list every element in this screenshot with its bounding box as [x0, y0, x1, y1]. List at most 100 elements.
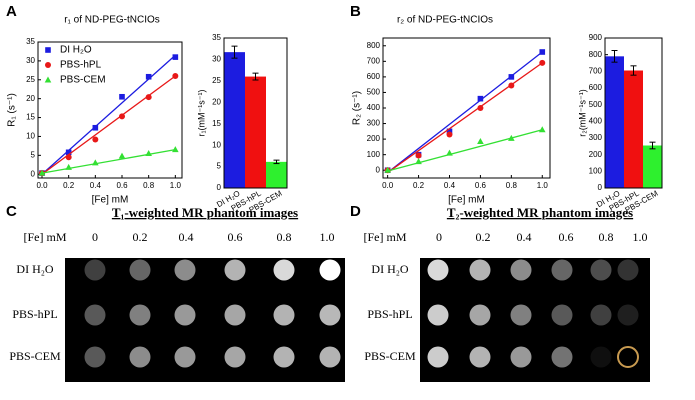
phantom-well [174, 304, 196, 326]
plot-frame [223, 37, 288, 189]
phantom-well [84, 304, 106, 326]
row-label: PBS-hPL [367, 307, 412, 321]
bar [266, 161, 287, 188]
phantom-well [590, 346, 612, 368]
phantom-well [551, 304, 573, 326]
column-label: 0.8 [277, 230, 292, 244]
error-bar [611, 50, 618, 63]
x-tick-label: 0.4 [90, 181, 102, 190]
phantom-well [510, 259, 532, 281]
error-bar [630, 65, 637, 76]
marker [145, 149, 152, 156]
fit-line [41, 75, 176, 175]
phantom-well [129, 304, 151, 326]
marker [92, 136, 99, 143]
y-axis-label: r₂(mM⁻¹s⁻¹) [577, 89, 587, 136]
marker [384, 166, 391, 173]
error-bar [649, 141, 656, 150]
y-axis-label: R₂ (s⁻¹) [352, 91, 363, 125]
legend-label: PBS-hPL [60, 60, 102, 71]
legend-marker [45, 47, 51, 53]
marker [172, 73, 179, 79]
x-tick-label: 0.6 [475, 181, 487, 190]
y-tick-label: 15 [212, 119, 221, 128]
x-axis-label: [Fe] mM [448, 195, 485, 206]
marker [145, 73, 152, 80]
panel-label: A [6, 3, 17, 20]
column-label: 0 [436, 230, 442, 244]
error-bar [273, 159, 280, 165]
x-tick-label: 0.2 [63, 181, 75, 190]
y-tick-label: 400 [589, 116, 603, 125]
marker [446, 149, 453, 156]
y-axis-label: R₁ (s⁻¹) [7, 93, 18, 127]
x-tick-label: 0.0 [36, 181, 48, 190]
y-tick-label: 0 [217, 183, 222, 192]
y-tick-label: 20 [212, 97, 221, 106]
marker [119, 113, 125, 120]
marker [446, 128, 453, 135]
column-label: 0.8 [599, 230, 614, 244]
marker [92, 159, 99, 166]
phantom-well [590, 259, 612, 281]
plot-frame [37, 41, 183, 179]
phantom-well [469, 259, 491, 281]
y-tick-label: 500 [589, 100, 603, 109]
panel-title: T₁-weighted MR phantom images [112, 205, 298, 220]
y-tick-label: 800 [367, 41, 381, 50]
phantom-well [84, 259, 106, 281]
phantom-well [174, 346, 196, 368]
y-tick-label: 400 [367, 103, 381, 112]
fit-line [41, 54, 176, 175]
y-tick-label: 100 [367, 150, 381, 159]
column-label: 1.0 [320, 230, 335, 244]
legend-marker [45, 62, 51, 68]
x-tick-label: 0.0 [382, 181, 394, 190]
y-tick-label: 5 [31, 150, 36, 159]
fe-label: [Fe] mM [24, 230, 67, 244]
y-tick-label: 200 [367, 134, 381, 143]
phantom-well [273, 304, 295, 326]
row-label: PBS-hPL [12, 307, 57, 321]
y-tick-label: 900 [589, 33, 603, 42]
column-label: 1.0 [633, 230, 648, 244]
phantom-well [551, 259, 573, 281]
panel-label: B [350, 3, 361, 20]
y-tick-label: 5 [217, 162, 222, 171]
bar [605, 56, 624, 189]
phantom-background [420, 258, 650, 382]
phantom-background [65, 258, 345, 382]
phantom-well [273, 259, 295, 281]
column-label: 0.6 [559, 230, 574, 244]
marker [508, 74, 515, 80]
marker [65, 149, 72, 156]
plot-frame [604, 37, 663, 189]
y-tick-label: 0 [31, 169, 36, 178]
marker [539, 59, 546, 66]
row-label: DI H₂O [371, 262, 409, 276]
phantom-well [224, 259, 246, 281]
y-tick-label: 0 [598, 183, 603, 192]
y-tick-label: 30 [212, 55, 221, 64]
phantom-well [617, 346, 639, 368]
column-label: 0.4 [179, 230, 194, 244]
phantom-well [129, 346, 151, 368]
phantom-well [427, 346, 449, 368]
y-tick-label: 15 [26, 113, 35, 122]
error-bar [252, 72, 259, 81]
y-tick-label: 20 [26, 94, 35, 103]
phantom-well [510, 304, 532, 326]
x-tick-label: 0.4 [444, 181, 456, 190]
x-tick-label: 0.6 [116, 181, 128, 190]
y-tick-label: 35 [212, 33, 221, 42]
panel-label: C [6, 203, 17, 220]
marker [508, 134, 515, 141]
y-tick-label: 200 [589, 150, 603, 159]
chart-title: r₁ of ND-PEG-tNCIOs [64, 15, 160, 26]
phantom-well [84, 346, 106, 368]
phantom-well [551, 346, 573, 368]
y-tick-label: 600 [589, 83, 603, 92]
marker [539, 49, 546, 55]
phantom-well [224, 346, 246, 368]
